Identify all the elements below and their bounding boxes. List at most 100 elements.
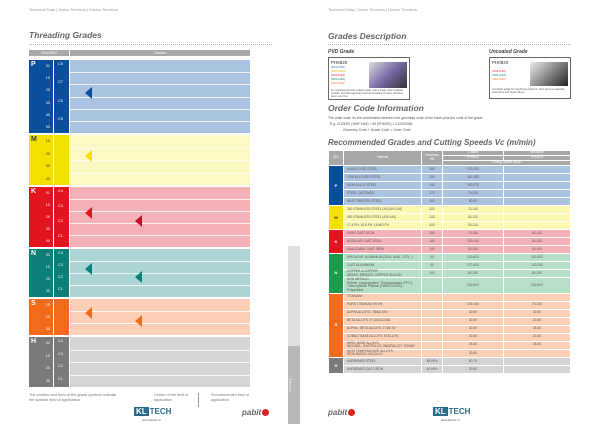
table-row: STEEL CASTINGS 270 70-120 [329, 189, 572, 198]
hardness-cell: 240 [421, 245, 443, 254]
iso-number: 30 [45, 227, 50, 231]
breadcrumb-left: Technical Data | Datos Técnicos | Dados … [29, 7, 118, 12]
hardness-cell: 60 [421, 253, 443, 262]
table-row: 17-4 PH, 15-5 PH, 15-MO PH 400 50-110 [329, 221, 572, 230]
uncoated-speed-cell: 20-30 [502, 332, 572, 342]
grade-arrow-icon [85, 86, 92, 99]
uncoated-speed-cell: 100-250 [502, 261, 572, 270]
kltech-logo-right: KL TECH [433, 407, 470, 416]
table-row: COBALT BASE ALLOYS: STELLITE 30-50 20-30 [329, 332, 572, 342]
iso-header: ISO/ANSI [29, 50, 69, 56]
material-cell: ALPHA - BETA ALLOYS: Ti 6Al 4V [343, 324, 422, 334]
iso-number: 20 [45, 277, 50, 281]
side-tabs[interactable] [288, 246, 300, 346]
iso-number: 20 [45, 366, 50, 371]
coated-speed-cell: 70-120 [442, 189, 504, 198]
website: www.kltech.cz [142, 418, 161, 422]
material-cell: NODULAR CAST IRON [343, 237, 422, 246]
side-tab-threading[interactable]: Threading [288, 346, 300, 424]
coated-speed-cell: 25-40 [442, 340, 504, 350]
coated-speed-cell [442, 292, 504, 302]
hardness-cell: 400 [421, 221, 443, 230]
carbide-code-cell [54, 299, 69, 335]
material-cell: NON METALIC: Rubber, polypropylene, Ther… [343, 277, 422, 294]
grade-arrow-icon [85, 150, 92, 162]
pabit-logo: pabit [242, 408, 270, 417]
order-example: E.g. 2120020 (16IR 14W) + 66 (PH6920) = … [330, 122, 413, 126]
application-band [70, 135, 250, 185]
divider [29, 44, 272, 45]
pabit-icon [348, 409, 356, 417]
material-cell: 400 STAINLESS STEEL (430-440) [343, 213, 422, 222]
legend-bracket-icon [198, 388, 206, 408]
breadcrumb-right: Technical Data | Datos Técnicos | Dados … [328, 7, 417, 12]
iso-cell: H [328, 356, 344, 374]
iso-letter: P [31, 61, 36, 68]
table-row: CAST ALUMINIUM 90 170-400 100-250 [329, 261, 572, 270]
application-band [70, 337, 250, 387]
pabit-icon [262, 409, 270, 417]
uncoated-speed-cell [502, 189, 572, 198]
material-cell: HIGH TEMPERATURE ALLOYS IRON BASED: INCO… [343, 348, 422, 358]
iso-number: 20 [45, 315, 50, 319]
kltech-logo: KL TECH [134, 407, 171, 416]
material-cell: BETA ALLOYS: Ti 13V11Cr3Al [343, 316, 422, 326]
material-cell: TITANIUM: [343, 292, 422, 302]
iso-number: 20 [45, 215, 50, 219]
coated-speed-cell: 30-50 [442, 324, 504, 334]
coated-speed-cell: 30-50 [442, 332, 504, 342]
hardness-cell: 100 [421, 268, 443, 279]
grade-arrow-icon [85, 207, 92, 219]
material-cell: HEAT TREATED STEEL [343, 197, 422, 206]
grade-arrow-icon [135, 315, 142, 327]
material-cell: LOW ALLOYED STEEL [343, 173, 422, 182]
carbide-code-cell: C4 C3 C2 C1 [54, 337, 69, 387]
pabit-logo-right: pabit [328, 408, 356, 417]
application-band [70, 60, 250, 133]
threading-grades-title: Threading Grades [29, 30, 102, 40]
uncoated-speed-cell: 70-100 [502, 300, 572, 310]
hardness-cell [421, 332, 443, 342]
hardness-cell [421, 292, 443, 302]
material-cell: PURE TITANIUM: 99.0% [343, 300, 422, 310]
material-cell: COPPER & COPPER BRASS, BRONZE, COPPER SI… [343, 268, 422, 279]
table-row: P UNALLOYED STEEL 180 120-200 [328, 165, 572, 206]
uncoated-code: PH0920 [492, 60, 509, 65]
grade-arrow-icon [135, 215, 142, 227]
iso-letter: S [31, 300, 36, 307]
iso-number: 20 [45, 151, 50, 156]
grade-group-p: P 01 10 20 30 40 50 C8 C7 C6 C5 [29, 60, 250, 133]
coated-speed-cell: 70-140 [442, 205, 504, 214]
iso-number: 30 [45, 164, 50, 169]
uncoated-speed-cell [502, 292, 572, 302]
uncoated-speed-cell: 60-100 [502, 245, 572, 254]
hardness-cell: 240 [421, 213, 443, 222]
coated-speed-cell: 120-200 [442, 165, 504, 174]
uncoated-speed-cell [502, 348, 572, 358]
cutting-speeds-table: ISO Material Hardness HB Coated Uncoated… [328, 150, 572, 374]
coated-speed-cell: 60-180 [442, 268, 504, 279]
material-cell: HIGH ALLOY STEEL [343, 181, 422, 190]
uncoated-heading: Uncoated Grade [489, 49, 528, 55]
material-cell: HARDENED STEEL [343, 356, 422, 366]
table-row: HIGH TEMPERATURE ALLOYS IRON BASED: INCO… [329, 348, 572, 358]
pvd-iso-range: (P10-P30) [331, 65, 345, 69]
hardness-cell [421, 277, 443, 294]
carbide-code: C3 [58, 204, 63, 208]
hardness-cell: 60 HRc [421, 364, 443, 374]
hardness-cell [421, 300, 443, 310]
carbide-code: C1 [58, 376, 63, 381]
table-row: BETA ALLOYS: Ti 13V11Cr3Al 30-50 20-35 [329, 316, 572, 326]
grade-group-n: N 01 10 20 30 C4 C3 C2 C1 [29, 249, 250, 297]
uncoated-speed-cell: 25-40 [502, 324, 572, 334]
table-row: K GREY CAST IRON 150 70-150 60-120 [328, 229, 572, 254]
grades-description-title: Grades Description [328, 31, 407, 41]
uncoated-speed-cell: 100-500 [502, 253, 572, 262]
hardness-cell [421, 316, 443, 326]
carbide-code: C3 [58, 351, 63, 356]
uncoated-speed-cell [502, 364, 572, 374]
iso-cell: M [328, 205, 344, 230]
material-cell: HARDENED CAST IRON [343, 364, 422, 374]
iso-number: 01 [45, 253, 50, 257]
grid-line [70, 235, 250, 236]
